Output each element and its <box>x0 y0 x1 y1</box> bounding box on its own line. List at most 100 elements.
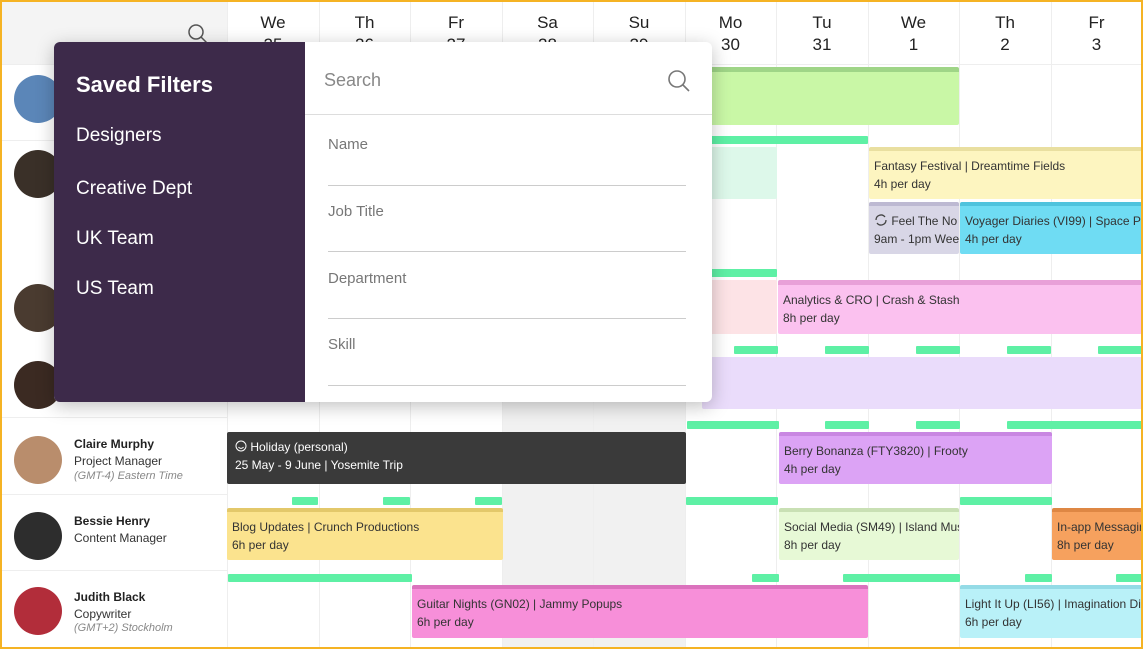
day-header: Tu 31 <box>776 2 867 64</box>
day-header: We 1 <box>867 2 959 64</box>
booking-title: Light It Up (LI56) | Imagination Di <box>965 597 1141 611</box>
availability-strip <box>228 574 412 582</box>
person-timezone: (GMT-4) Eastern Time <box>74 470 183 482</box>
booking-detail: 6h per day <box>417 615 474 629</box>
day-name: Mo <box>718 13 743 32</box>
person-name: Judith Black <box>74 590 146 604</box>
booking-detail: 4h per day <box>874 177 931 191</box>
booking[interactable]: Berry Bonanza (FTY3820) | Frooty 4h per d… <box>779 432 1052 484</box>
booking-detail: 25 May - 9 June | Yosemite Trip <box>235 458 403 472</box>
saved-filters-title: Saved Filters <box>76 72 213 97</box>
booking-title: In-app Messagin <box>1057 520 1142 534</box>
booking-title: Blog Updates | Crunch Productions <box>232 520 420 534</box>
booking[interactable]: Guitar Nights (GN02) | Jammy Popups 6h pe… <box>412 585 868 638</box>
availability-strip <box>1007 346 1051 354</box>
booking-title: Voyager Diaries (VI99) | Space Por <box>965 214 1142 228</box>
availability-strip <box>752 574 779 582</box>
filter-field[interactable]: Skill <box>328 336 356 353</box>
availability-strip <box>1098 346 1141 354</box>
availability-strip <box>702 136 868 144</box>
availability-strip <box>475 497 502 505</box>
search-divider <box>305 114 712 115</box>
saved-filter[interactable]: Designers <box>76 125 162 146</box>
booking[interactable]: Blog Updates | Crunch Productions 6h per … <box>227 508 503 560</box>
availability-strip <box>686 497 778 505</box>
availability-strip <box>843 574 960 582</box>
booking-title: Analytics & CRO | Crash & Stash <box>783 293 960 307</box>
day-header: Th 2 <box>959 2 1050 64</box>
day-date: 1 <box>908 35 919 54</box>
filter-field[interactable]: Job Title <box>328 203 384 220</box>
column-line <box>959 64 960 647</box>
booking-block <box>702 67 959 125</box>
availability-strip <box>825 346 869 354</box>
avatar <box>14 587 62 635</box>
day-name: Sa <box>537 13 558 32</box>
booking-detail: 9am - 1pm Wee <box>874 232 959 246</box>
field-underline <box>328 251 686 252</box>
row-divider <box>2 570 227 571</box>
field-underline <box>328 185 686 186</box>
booking-block <box>702 280 777 334</box>
booking-detail: 8h per day <box>783 311 840 325</box>
saved-filter[interactable]: Creative Dept <box>76 178 193 199</box>
search-icon <box>668 70 690 92</box>
booking-title: Feel The No <box>891 214 958 228</box>
day-name: We <box>260 13 286 32</box>
day-header: Mo 30 <box>684 2 776 64</box>
person-timezone: (GMT+2) Stockholm <box>74 622 173 634</box>
booking[interactable]: In-app Messagin 8h per day <box>1052 508 1142 560</box>
day-date: 31 <box>812 35 832 54</box>
row-divider <box>2 417 227 418</box>
booking-detail: 8h per day <box>784 538 841 552</box>
column-line <box>776 64 777 647</box>
day-name: Su <box>628 13 650 32</box>
booking-title: Berry Bonanza (FTY3820) | Frooty <box>784 444 968 458</box>
booking-title: Holiday (personal) <box>250 440 348 454</box>
filter-field[interactable]: Name <box>328 136 369 153</box>
column-line <box>867 64 869 647</box>
booking-detail: 4h per day <box>965 232 1022 246</box>
booking[interactable]: Fantasy Festival | Dreamtime Fields 4h pe… <box>869 147 1141 199</box>
row-divider <box>2 494 227 495</box>
booking-detail: 6h per day <box>232 538 289 552</box>
booking[interactable]: Feel The No 9am - 1pm Wee <box>869 202 959 254</box>
field-underline <box>328 318 686 319</box>
filter-field[interactable]: Department <box>328 270 407 287</box>
search-input[interactable]: Search <box>324 70 382 90</box>
booking[interactable]: Holiday (personal) 25 May - 9 June | Yose… <box>227 432 686 484</box>
person-job-title: Copywriter <box>74 607 132 621</box>
saved-filters-panel: Saved Filters Designers Creative Dept UK… <box>54 42 305 402</box>
filter-popup: Saved Filters Designers Creative Dept UK… <box>54 42 712 402</box>
avatar <box>14 436 62 484</box>
smiley-icon <box>235 440 247 452</box>
booking[interactable]: Voyager Diaries (VI99) | Space Por 4h per… <box>960 202 1142 254</box>
saved-filter[interactable]: US Team <box>76 278 154 299</box>
booking-title: Guitar Nights (GN02) | Jammy Popups <box>417 597 623 611</box>
booking-block <box>702 147 777 199</box>
day-date: 30 <box>721 35 740 54</box>
person-name: Bessie Henry <box>74 514 151 528</box>
booking[interactable]: Social Media (SM49) | Island Mus 8h per d… <box>779 508 959 560</box>
availability-strip <box>292 497 318 505</box>
saved-filter[interactable]: UK Team <box>76 228 154 249</box>
day-name: We <box>900 13 927 32</box>
repeat-icon <box>875 214 887 226</box>
day-date: 3 <box>1091 35 1102 54</box>
booking-block <box>702 357 1141 409</box>
availability-strip <box>1116 574 1141 582</box>
availability-strip <box>687 421 779 429</box>
person-name: Claire Murphy <box>74 437 155 451</box>
person-job-title: Project Manager <box>74 454 163 468</box>
field-underline <box>328 385 686 386</box>
availability-strip <box>916 421 960 429</box>
day-name: Fr <box>447 13 465 32</box>
day-date: 2 <box>1000 35 1010 54</box>
booking[interactable]: Light It Up (LI56) | Imagination Di 6h pe… <box>960 585 1141 638</box>
booking[interactable]: Analytics & CRO | Crash & Stash 8h per da… <box>778 280 1141 334</box>
availability-strip <box>960 497 1052 505</box>
availability-strip <box>1025 574 1052 582</box>
avatar <box>14 512 62 560</box>
availability-strip <box>1007 421 1141 429</box>
